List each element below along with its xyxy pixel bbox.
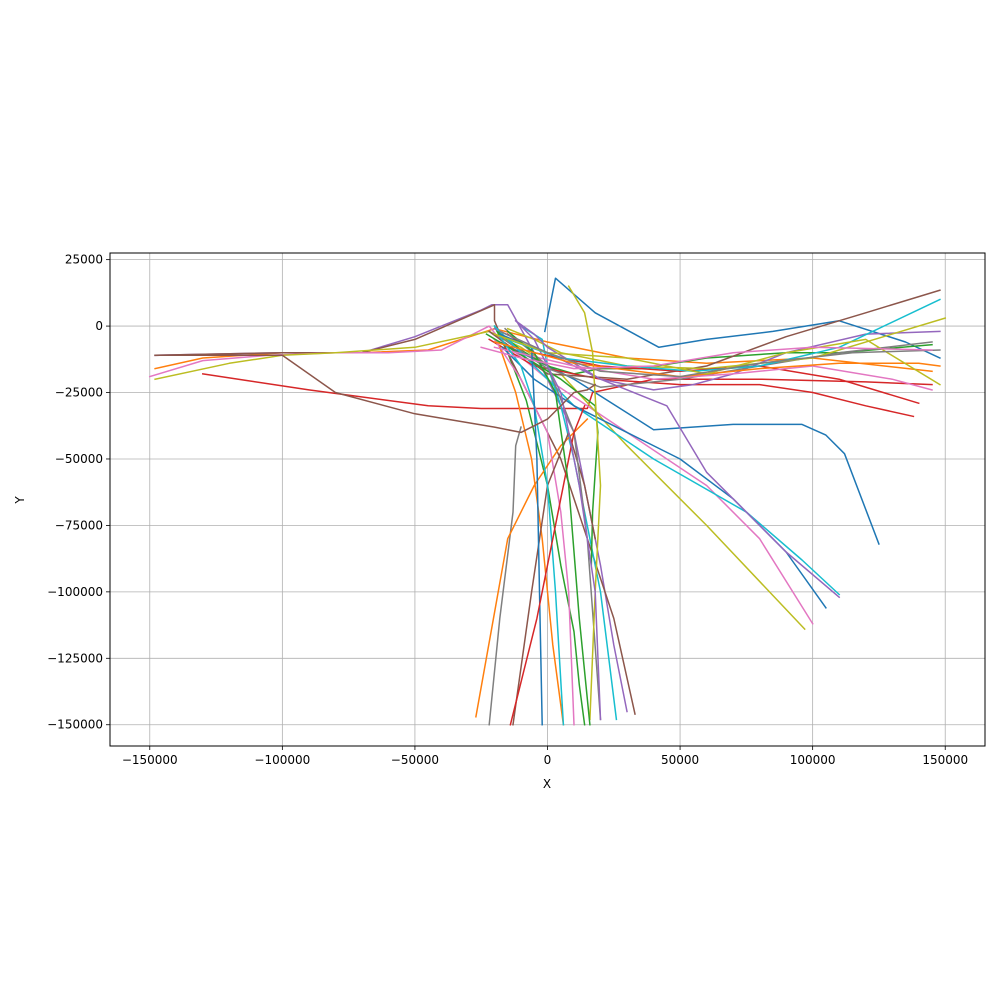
series-line-trajectory-04 [201, 373, 933, 410]
y-tick-label: −25000 [55, 386, 103, 400]
y-axis-label: Y [13, 496, 27, 505]
y-tick-label: −150000 [47, 718, 103, 732]
x-tick-label: 50000 [661, 753, 699, 767]
x-tick-label: 150000 [922, 753, 968, 767]
x-tick-label: −100000 [254, 753, 310, 767]
grid-lines [110, 253, 985, 746]
series-line-trajectory-22 [498, 346, 565, 726]
series-line-trajectory-27 [493, 346, 933, 391]
y-tick-label: −75000 [55, 518, 103, 532]
series-line-trajectory-26 [512, 431, 597, 726]
trajectory-lines [148, 277, 947, 726]
y-tick-label: −50000 [55, 452, 103, 466]
series-line-trajectory-29 [567, 285, 602, 721]
y-tick-label: 25000 [65, 253, 103, 267]
series-line-trajectory-11 [493, 338, 880, 545]
x-axis-label: X [543, 777, 551, 791]
series-line-trajectory-33 [506, 330, 591, 726]
series-line-trajectory-35 [154, 354, 597, 434]
x-tick-label: −50000 [391, 753, 439, 767]
y-tick-label: 0 [95, 319, 103, 333]
series-line-trajectory-40 [480, 346, 933, 370]
series-line-trajectory-17 [493, 338, 575, 726]
series-line-trajectory-36 [493, 341, 941, 378]
x-tick-label: 100000 [790, 753, 836, 767]
series-line-trajectory-03 [493, 325, 586, 726]
series-line-trajectory-25 [514, 319, 841, 599]
x-axis-ticks: −150000 −100000 −50000 0 50000 100000 150000 [122, 746, 968, 767]
series-line-trajectory-18 [498, 335, 933, 388]
series-line-trajectory-01 [543, 277, 941, 359]
series-line-trajectory-12 [475, 418, 589, 718]
series-line-trajectory-16 [488, 289, 941, 380]
series-line-trajectory-30 [498, 335, 565, 726]
y-axis-ticks: 25000 0 −25000 −50000 −75000 −100000 −125000 −1… [47, 253, 110, 732]
x-tick-label: 0 [544, 753, 552, 767]
series-line-trajectory-14 [488, 338, 915, 418]
y-tick-label: −100000 [47, 585, 103, 599]
series-line-trajectory-32 [509, 404, 586, 726]
y-tick-label: −125000 [47, 651, 103, 665]
series-line-trajectory-34 [514, 319, 602, 721]
series-line-trajectory-08 [488, 426, 522, 726]
series-line-trajectory-39 [498, 330, 941, 378]
x-tick-label: −150000 [122, 753, 178, 767]
